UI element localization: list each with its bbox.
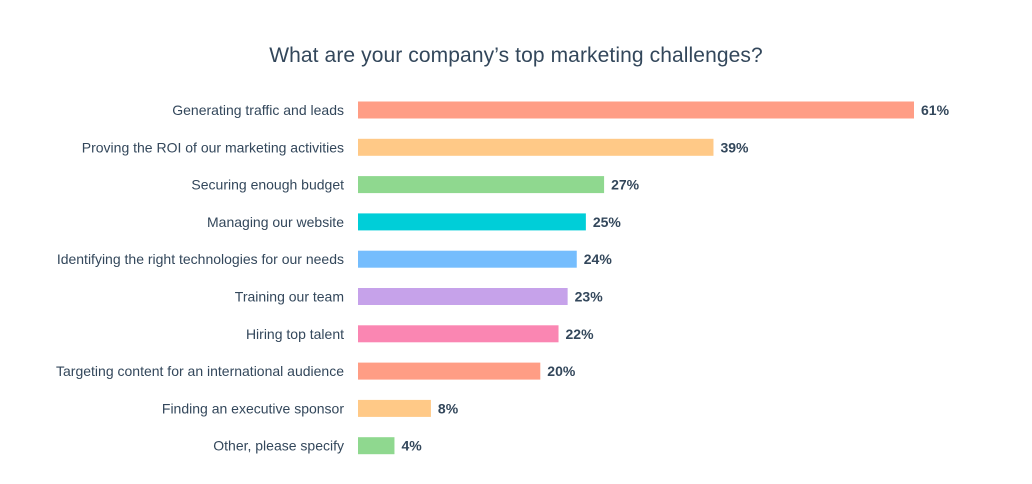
value-label: 61% (921, 102, 950, 118)
bar (358, 325, 559, 343)
value-label: 27% (611, 177, 640, 193)
bar (358, 399, 431, 417)
value-label: 8% (438, 400, 459, 416)
value-label: 22% (566, 326, 595, 342)
value-label: 24% (584, 251, 613, 267)
value-label: 4% (401, 438, 422, 454)
bar (358, 437, 395, 455)
bar (358, 288, 568, 305)
bar (358, 250, 577, 268)
value-label: 39% (720, 139, 749, 155)
category-label: Other, please specify (213, 438, 344, 454)
value-label: 25% (593, 214, 622, 230)
category-label: Generating traffic and leads (172, 102, 344, 118)
category-label: Identifying the right technologies for o… (57, 251, 344, 267)
category-label: Managing our website (207, 214, 344, 230)
bar (358, 362, 541, 380)
bar (358, 213, 586, 231)
category-label: Targeting content for an international a… (56, 363, 344, 379)
value-label: 23% (575, 289, 604, 305)
category-label: Training our team (235, 289, 344, 305)
category-label: Securing enough budget (191, 177, 344, 193)
value-label: 20% (547, 363, 576, 379)
category-label: Finding an executive sponsor (162, 400, 344, 416)
bar (358, 138, 714, 156)
bar (358, 101, 914, 119)
category-label: Proving the ROI of our marketing activit… (82, 139, 344, 155)
category-label: Hiring top talent (246, 326, 344, 342)
bar (358, 176, 605, 194)
chart-title: What are your company’s top marketing ch… (269, 44, 763, 67)
